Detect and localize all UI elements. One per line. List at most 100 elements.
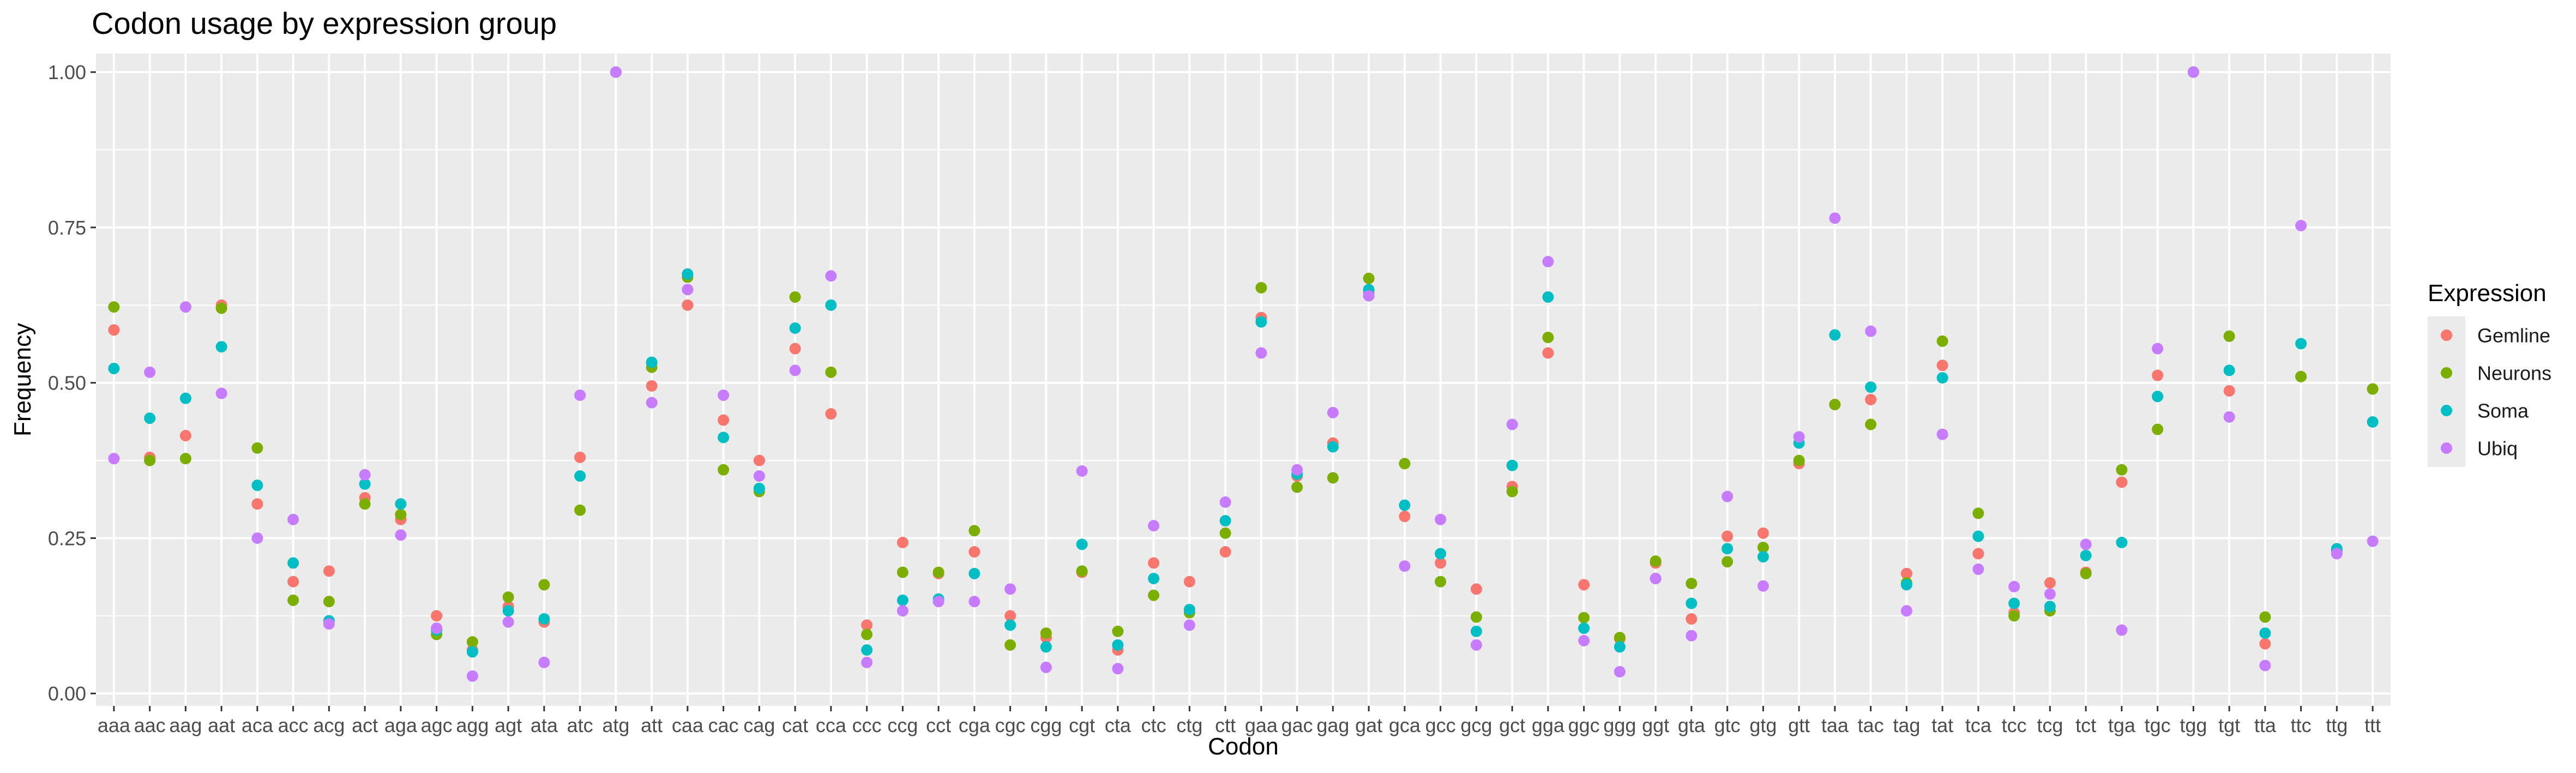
data-point-soma bbox=[1040, 641, 1052, 653]
data-point-neurons bbox=[1112, 625, 1124, 637]
data-point-ubiq bbox=[682, 284, 694, 296]
data-point-soma bbox=[1542, 291, 1554, 303]
data-point-ubiq bbox=[825, 270, 837, 282]
y-axis-title: Frequency bbox=[9, 323, 36, 436]
x-axis: aaa aac aag aat aca acc acg act aga agc agg agt ata a… bbox=[98, 706, 2381, 736]
x-tick-label: atc bbox=[567, 714, 593, 736]
data-point-soma bbox=[1470, 625, 1482, 637]
data-point-ubiq bbox=[1614, 666, 1626, 678]
data-points bbox=[108, 66, 2379, 682]
x-tick-label: cta bbox=[1105, 714, 1131, 736]
x-tick-label: cgg bbox=[1030, 714, 1062, 736]
data-point-neurons bbox=[1076, 565, 1088, 577]
data-point-ubiq bbox=[538, 656, 550, 668]
data-point-ubiq bbox=[1255, 347, 1267, 359]
x-tick-label: aaa bbox=[98, 714, 131, 736]
data-point-ubiq bbox=[1829, 212, 1841, 224]
data-point-soma bbox=[2116, 536, 2128, 548]
data-point-neurons bbox=[1004, 639, 1016, 651]
data-point-neurons bbox=[1040, 627, 1052, 639]
data-point-ubiq bbox=[574, 389, 586, 401]
data-point-gemline bbox=[825, 408, 837, 420]
data-point-ubiq bbox=[1972, 563, 1984, 575]
data-point-neurons bbox=[718, 464, 730, 476]
legend-label-soma: Soma bbox=[2477, 400, 2529, 422]
data-point-ubiq bbox=[1506, 418, 1518, 430]
data-point-gemline bbox=[1578, 579, 1590, 591]
data-point-soma bbox=[1865, 381, 1877, 393]
x-tick-label: gct bbox=[1499, 714, 1525, 736]
legend-key-ubiq bbox=[2441, 442, 2452, 454]
data-point-neurons bbox=[1148, 589, 1160, 601]
plot-panel bbox=[96, 53, 2391, 706]
data-point-neurons bbox=[574, 504, 586, 516]
data-point-ubiq bbox=[1183, 619, 1195, 631]
data-point-soma bbox=[1148, 572, 1160, 584]
data-point-soma bbox=[1829, 329, 1841, 341]
data-point-neurons bbox=[1936, 335, 1948, 347]
data-point-neurons bbox=[502, 591, 514, 603]
data-point-ubiq bbox=[1112, 663, 1124, 675]
data-point-neurons bbox=[1686, 578, 1698, 590]
x-tick-label: tca bbox=[1965, 714, 1992, 736]
data-point-gemline bbox=[1757, 527, 1769, 539]
legend-key-soma bbox=[2441, 405, 2452, 416]
data-point-ubiq bbox=[896, 605, 908, 617]
data-point-ubiq bbox=[1399, 560, 1411, 572]
data-point-soma bbox=[1183, 603, 1195, 615]
data-point-gemline bbox=[251, 498, 263, 510]
data-point-ubiq bbox=[1327, 406, 1339, 418]
data-point-gemline bbox=[789, 343, 801, 355]
data-point-gemline bbox=[1686, 613, 1698, 625]
data-point-ubiq bbox=[968, 596, 980, 608]
data-point-neurons bbox=[359, 498, 371, 510]
data-point-ubiq bbox=[2080, 538, 2092, 550]
x-tick-label: tga bbox=[2108, 714, 2136, 736]
x-tick-label: tta bbox=[2254, 714, 2277, 736]
data-point-ubiq bbox=[1219, 496, 1231, 508]
data-point-soma bbox=[1255, 316, 1267, 328]
data-point-neurons bbox=[861, 628, 873, 640]
data-point-ubiq bbox=[1900, 605, 1912, 617]
data-point-soma bbox=[2259, 627, 2271, 639]
data-point-gemline bbox=[574, 451, 586, 463]
data-point-soma bbox=[2008, 597, 2020, 609]
data-point-gemline bbox=[1183, 576, 1195, 588]
data-point-gemline bbox=[1435, 557, 1447, 569]
data-point-neurons bbox=[466, 636, 478, 648]
data-point-neurons bbox=[1614, 632, 1626, 644]
data-point-ubiq bbox=[718, 389, 730, 401]
x-tick-label: gtg bbox=[1749, 714, 1777, 736]
data-point-neurons bbox=[896, 566, 908, 578]
data-point-ubiq bbox=[1076, 465, 1088, 477]
data-point-gemline bbox=[968, 546, 980, 558]
data-point-gemline bbox=[1900, 567, 1912, 579]
data-point-neurons bbox=[144, 454, 156, 466]
data-point-ubiq bbox=[2259, 660, 2271, 672]
data-point-neurons bbox=[789, 291, 801, 303]
data-point-neurons bbox=[825, 366, 837, 378]
legend-items: Gemline Neurons Soma Ubiq bbox=[2428, 316, 2551, 467]
x-tick-label: cat bbox=[782, 714, 808, 736]
x-tick-label: gtt bbox=[1788, 714, 1810, 736]
data-point-soma bbox=[789, 322, 801, 334]
data-point-soma bbox=[395, 498, 407, 510]
data-point-ubiq bbox=[932, 596, 944, 608]
data-point-ubiq bbox=[2044, 588, 2056, 600]
data-point-soma bbox=[108, 362, 120, 374]
data-point-neurons bbox=[2152, 423, 2164, 435]
x-tick-label: ccg bbox=[887, 714, 918, 736]
x-tick-label: gcg bbox=[1460, 714, 1492, 736]
data-point-soma bbox=[1722, 543, 1734, 555]
data-point-neurons bbox=[2223, 330, 2235, 342]
data-point-soma bbox=[574, 470, 586, 482]
data-point-soma bbox=[1506, 459, 1518, 471]
legend-key-gemline bbox=[2441, 329, 2452, 341]
x-axis-title: Codon bbox=[1208, 733, 1279, 760]
data-point-gemline bbox=[108, 324, 120, 336]
data-point-neurons bbox=[1542, 332, 1554, 344]
data-point-soma bbox=[215, 341, 227, 353]
data-point-soma bbox=[2223, 364, 2235, 376]
data-point-gemline bbox=[718, 414, 730, 426]
data-point-gemline bbox=[1865, 393, 1877, 405]
